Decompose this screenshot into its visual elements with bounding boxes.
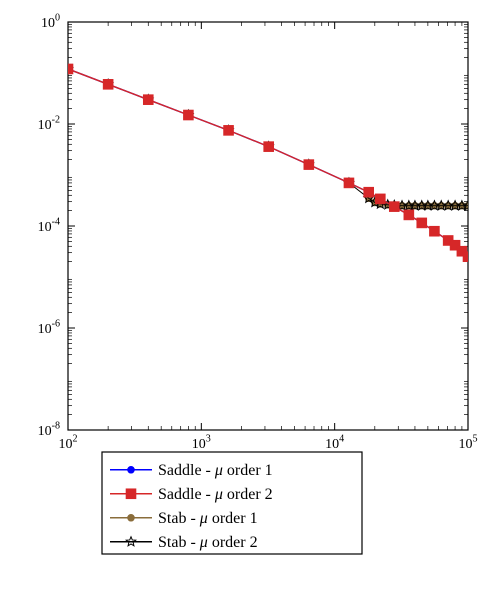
svg-text:Stab - μ order 2: Stab - μ order 2 (158, 534, 258, 551)
chart-container: 10210310410510-810-610-410-2100Saddle - … (0, 0, 500, 594)
convergence-chart: 10210310410510-810-610-410-2100Saddle - … (0, 0, 500, 594)
legend: Saddle - μ order 1 Saddle - μ order 2 Stab… (102, 452, 362, 554)
svg-text:Saddle - μ order 2: Saddle - μ order 2 (158, 486, 273, 503)
svg-text:Stab - μ order 1: Stab - μ order 1 (158, 510, 258, 527)
svg-text:Saddle - μ order 1: Saddle - μ order 1 (158, 462, 273, 479)
